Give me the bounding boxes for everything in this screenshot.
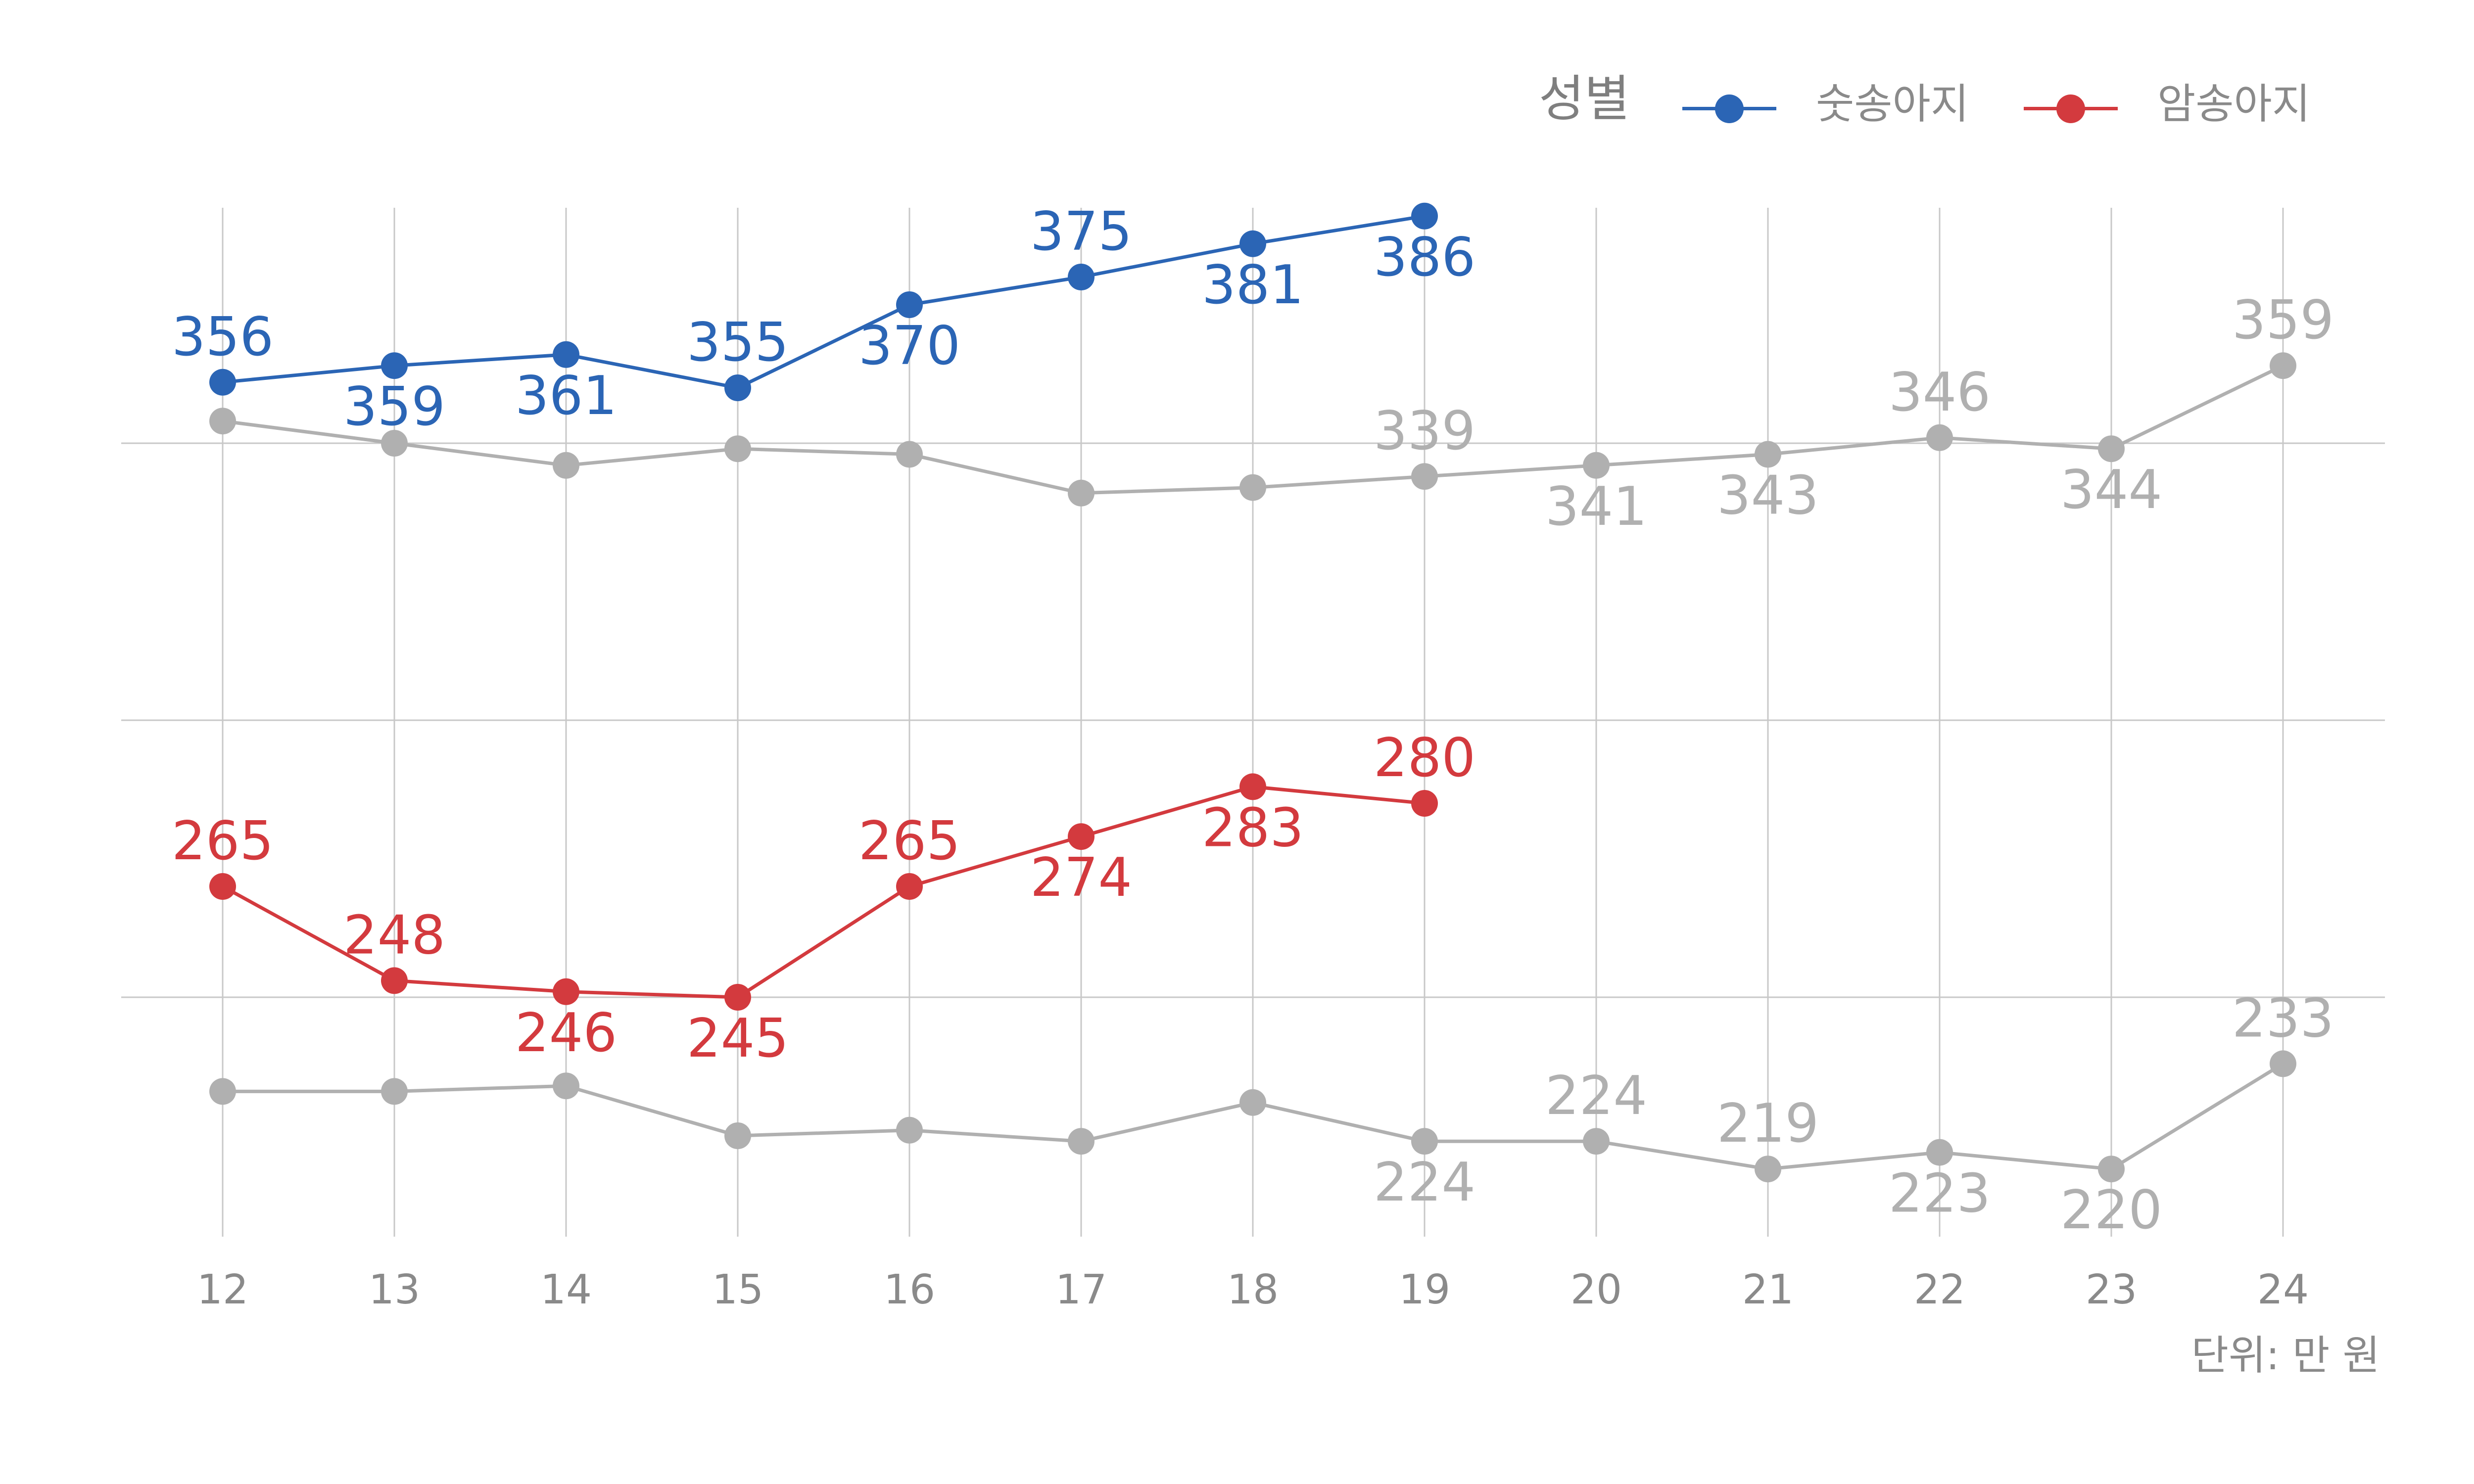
data-point — [209, 369, 236, 396]
data-point — [896, 291, 923, 318]
unit-note: 단위: 만 원 — [2191, 1332, 2380, 1379]
x-tick-label: 23 — [2086, 1266, 2137, 1313]
data-label: 375 — [1030, 201, 1132, 263]
data-point — [1239, 230, 1266, 257]
x-tick-label: 18 — [1227, 1266, 1279, 1313]
data-point — [381, 967, 408, 994]
data-label: 245 — [687, 1008, 789, 1069]
data-point — [2270, 1050, 2296, 1077]
data-label: 283 — [1202, 797, 1304, 859]
data-label: 224 — [1545, 1065, 1647, 1127]
x-tick-label: 19 — [1399, 1266, 1450, 1313]
data-point — [381, 1078, 408, 1105]
data-point — [1926, 1139, 1953, 1166]
data-point — [1068, 264, 1094, 290]
data-point — [553, 978, 579, 1005]
data-labels: 339 341 343 346 344 359 224 224 219 223 220 233 356 3… — [172, 201, 2334, 1241]
data-label: 361 — [515, 365, 617, 427]
x-tick-label: 22 — [1914, 1266, 1965, 1313]
data-point — [381, 430, 408, 457]
data-point — [209, 873, 236, 900]
data-label: 346 — [1889, 362, 1991, 423]
data-point — [724, 374, 751, 401]
data-point — [2270, 352, 2296, 379]
data-point — [724, 1122, 751, 1149]
data-label: 265 — [172, 810, 274, 872]
series-line — [222, 785, 1425, 999]
data-label: 341 — [1545, 476, 1647, 538]
data-point — [1068, 1128, 1094, 1155]
data-label: 248 — [343, 904, 445, 966]
data-label: 265 — [858, 810, 960, 872]
data-label: 359 — [2232, 289, 2334, 351]
data-point — [896, 873, 923, 900]
data-point — [209, 1078, 236, 1105]
data-point — [381, 352, 408, 379]
data-label: 339 — [1374, 400, 1475, 462]
data-point — [1411, 1128, 1438, 1155]
data-point — [1239, 1089, 1266, 1116]
x-tick-label: 15 — [712, 1266, 763, 1313]
data-point — [1068, 823, 1094, 850]
series-line — [222, 214, 1425, 390]
x-tick-label: 14 — [540, 1266, 592, 1313]
data-label: 343 — [1717, 464, 1819, 526]
data-point — [1583, 1128, 1610, 1155]
x-tick-label: 24 — [2257, 1266, 2309, 1313]
data-point — [724, 435, 751, 463]
data-point — [1239, 773, 1266, 800]
data-point — [1755, 1156, 1781, 1183]
data-point — [553, 1072, 579, 1100]
data-label: 370 — [858, 315, 960, 377]
x-tick-label: 21 — [1742, 1266, 1794, 1313]
data-point — [209, 408, 236, 435]
data-label: 355 — [687, 312, 789, 373]
data-point — [553, 341, 579, 368]
data-label: 219 — [1717, 1093, 1819, 1155]
legend-marker-male — [1715, 94, 1744, 123]
data-point — [1411, 463, 1438, 490]
legend-title: 성별 — [1539, 70, 1630, 128]
x-tick-label: 13 — [369, 1266, 420, 1313]
data-label: 386 — [1374, 227, 1475, 288]
data-label: 344 — [2060, 459, 2162, 521]
data-point — [2098, 435, 2125, 463]
data-label: 274 — [1030, 847, 1132, 909]
x-axis-ticks: 12 13 14 15 16 17 18 19 20 21 22 23 24 — [197, 1266, 2309, 1313]
data-point — [1411, 790, 1438, 817]
data-point — [1068, 479, 1094, 507]
data-label: 280 — [1374, 727, 1475, 789]
data-point — [1755, 441, 1781, 468]
data-point — [2098, 1156, 2125, 1183]
data-label: 246 — [515, 1002, 617, 1064]
data-point — [724, 984, 751, 1011]
data-point — [1411, 202, 1438, 230]
data-point — [1926, 424, 1953, 451]
x-tick-label: 12 — [197, 1266, 248, 1313]
x-tick-label: 16 — [884, 1266, 935, 1313]
data-point — [896, 441, 923, 468]
data-label: 356 — [172, 306, 274, 368]
data-label: 220 — [2060, 1179, 2162, 1241]
legend-label-male: 숫송아지 — [1816, 80, 1969, 128]
data-point — [553, 452, 579, 479]
series-points — [209, 202, 2296, 1183]
legend-label-female: 암송아지 — [2157, 80, 2311, 128]
data-point — [1583, 452, 1610, 479]
data-point — [1239, 474, 1266, 501]
x-tick-label: 17 — [1055, 1266, 1107, 1313]
data-label: 223 — [1889, 1163, 1991, 1225]
x-tick-label: 20 — [1570, 1266, 1622, 1313]
data-label: 224 — [1374, 1152, 1475, 1213]
data-label: 381 — [1202, 254, 1304, 316]
data-label: 233 — [2232, 987, 2334, 1049]
data-point — [896, 1116, 923, 1144]
data-label: 359 — [343, 376, 445, 438]
legend-marker-female — [2056, 94, 2085, 123]
